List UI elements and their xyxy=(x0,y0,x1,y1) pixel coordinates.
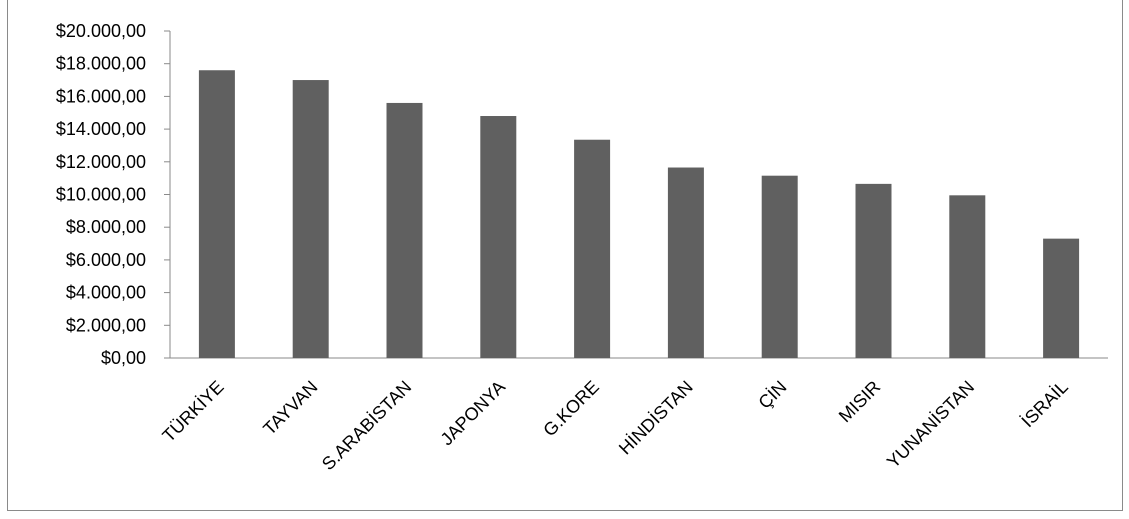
bar xyxy=(949,195,986,358)
bar xyxy=(386,102,423,358)
y-tick-label: $14.000,00 xyxy=(56,119,146,139)
bar xyxy=(761,175,798,358)
y-tick-label: $4.000,00 xyxy=(66,283,146,303)
bar xyxy=(667,167,704,358)
chart-frame xyxy=(7,0,1123,511)
x-category-label: TÜRKİYE xyxy=(158,377,227,446)
y-tick-label: $12.000,00 xyxy=(56,152,146,172)
x-category-label: İSRAİL xyxy=(1017,377,1071,431)
x-category-label: MISIR xyxy=(835,377,885,427)
bar xyxy=(198,70,235,359)
x-category-label: HİNDİSTAN xyxy=(615,377,697,459)
bar xyxy=(574,139,611,358)
x-category-label: YUNANİSTAN xyxy=(883,377,978,472)
x-category-label: JAPONYA xyxy=(437,377,510,450)
x-category-label: G.KORE xyxy=(539,377,603,441)
bar xyxy=(1043,238,1080,358)
bar xyxy=(480,116,517,359)
x-category-label: S.ARABİSTAN xyxy=(318,377,415,474)
y-tick-label: $16.000,00 xyxy=(56,86,146,106)
y-tick-label: $18.000,00 xyxy=(56,54,146,74)
y-tick-label: $8.000,00 xyxy=(66,217,146,237)
y-tick-label: $0,00 xyxy=(101,348,146,368)
y-tick-label: $6.000,00 xyxy=(66,250,146,270)
x-category-label: ÇİN xyxy=(754,377,790,413)
x-category-label: TAYVAN xyxy=(259,377,321,439)
bar xyxy=(292,80,329,359)
y-tick-label: $2.000,00 xyxy=(66,315,146,335)
y-tick-label: $20.000,00 xyxy=(56,21,146,41)
bar xyxy=(855,183,892,358)
y-tick-label: $10.000,00 xyxy=(56,185,146,205)
